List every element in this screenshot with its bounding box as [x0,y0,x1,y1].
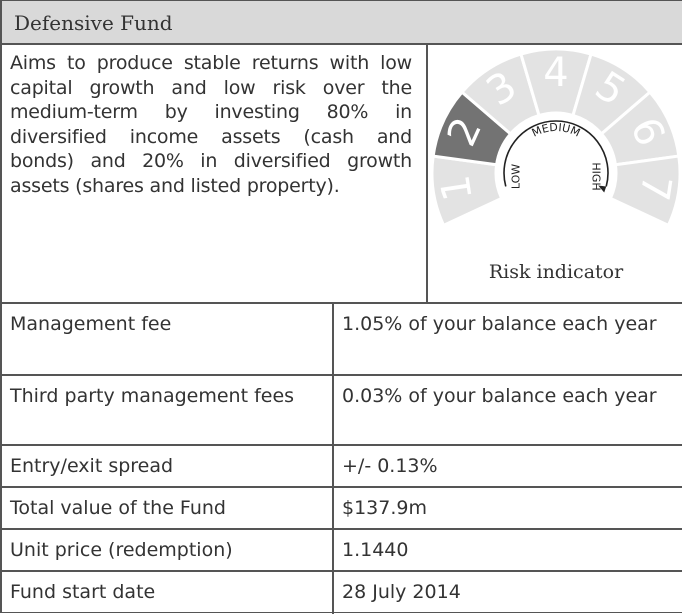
scale-label: HIGH [589,162,602,190]
label-cell: Entry/exit spread [2,446,334,486]
value-cell: 1.1440 [342,539,409,561]
table-row: Third party management fees 0.03% of your… [2,376,682,446]
risk-indicator: 1 2 3 4 5 6 7 MEDIUM LOW HIGH Risk indicator [428,45,682,302]
scale-label: LOW [510,164,523,189]
value-cell: 28 July 2014 [342,581,461,603]
arrow-head [598,185,607,193]
risk-segment [608,154,682,228]
label-cell: Unit price (redemption) [2,530,334,570]
table-row: Management fee 1.05% of your balance each… [2,304,682,376]
description-row: Aims to produce stable returns with low … [2,45,682,304]
label-cell: Total value of the Fund [2,488,334,528]
value-cell: 0.03% of your balance each year [342,385,657,407]
table-row: Total value of the Fund $137.9m [2,488,682,530]
value-cell: 1.05% of your balance each year [342,313,657,335]
value-cell: +/- 0.13% [342,455,438,477]
scale-label-path: MEDIUM [530,121,582,140]
value-cell: $137.9m [342,497,427,519]
label-cell: Fund start date [2,572,334,614]
description: Aims to produce stable returns with low … [2,45,428,302]
label-cell: Management fee [2,304,334,374]
scale-label: MEDIUM [530,121,582,140]
fee-table: Management fee 1.05% of your balance each… [2,304,682,614]
scale-arc [503,120,609,187]
fund-title: Defensive Fund [2,1,682,45]
table-row: Fund start date 28 July 2014 [2,572,682,614]
table-row: Unit price (redemption) 1.1440 [2,530,682,572]
label-cell: Third party management fees [2,376,334,444]
risk-caption: Risk indicator [489,261,624,283]
risk-level: 4 [543,50,568,96]
table-row: Entry/exit spread +/- 0.13% [2,446,682,488]
